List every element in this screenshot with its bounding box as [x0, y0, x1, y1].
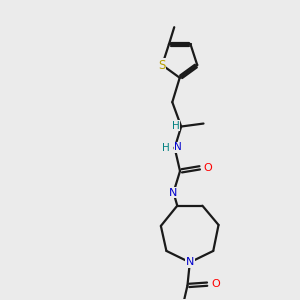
Text: O: O	[204, 163, 212, 172]
Text: O: O	[211, 279, 220, 289]
Text: N: N	[186, 257, 194, 267]
Text: N: N	[174, 142, 182, 152]
Text: S: S	[158, 58, 166, 71]
Text: N: N	[169, 188, 178, 197]
Text: H: H	[172, 121, 180, 131]
Text: N: N	[169, 188, 178, 197]
Text: H: H	[163, 143, 170, 153]
